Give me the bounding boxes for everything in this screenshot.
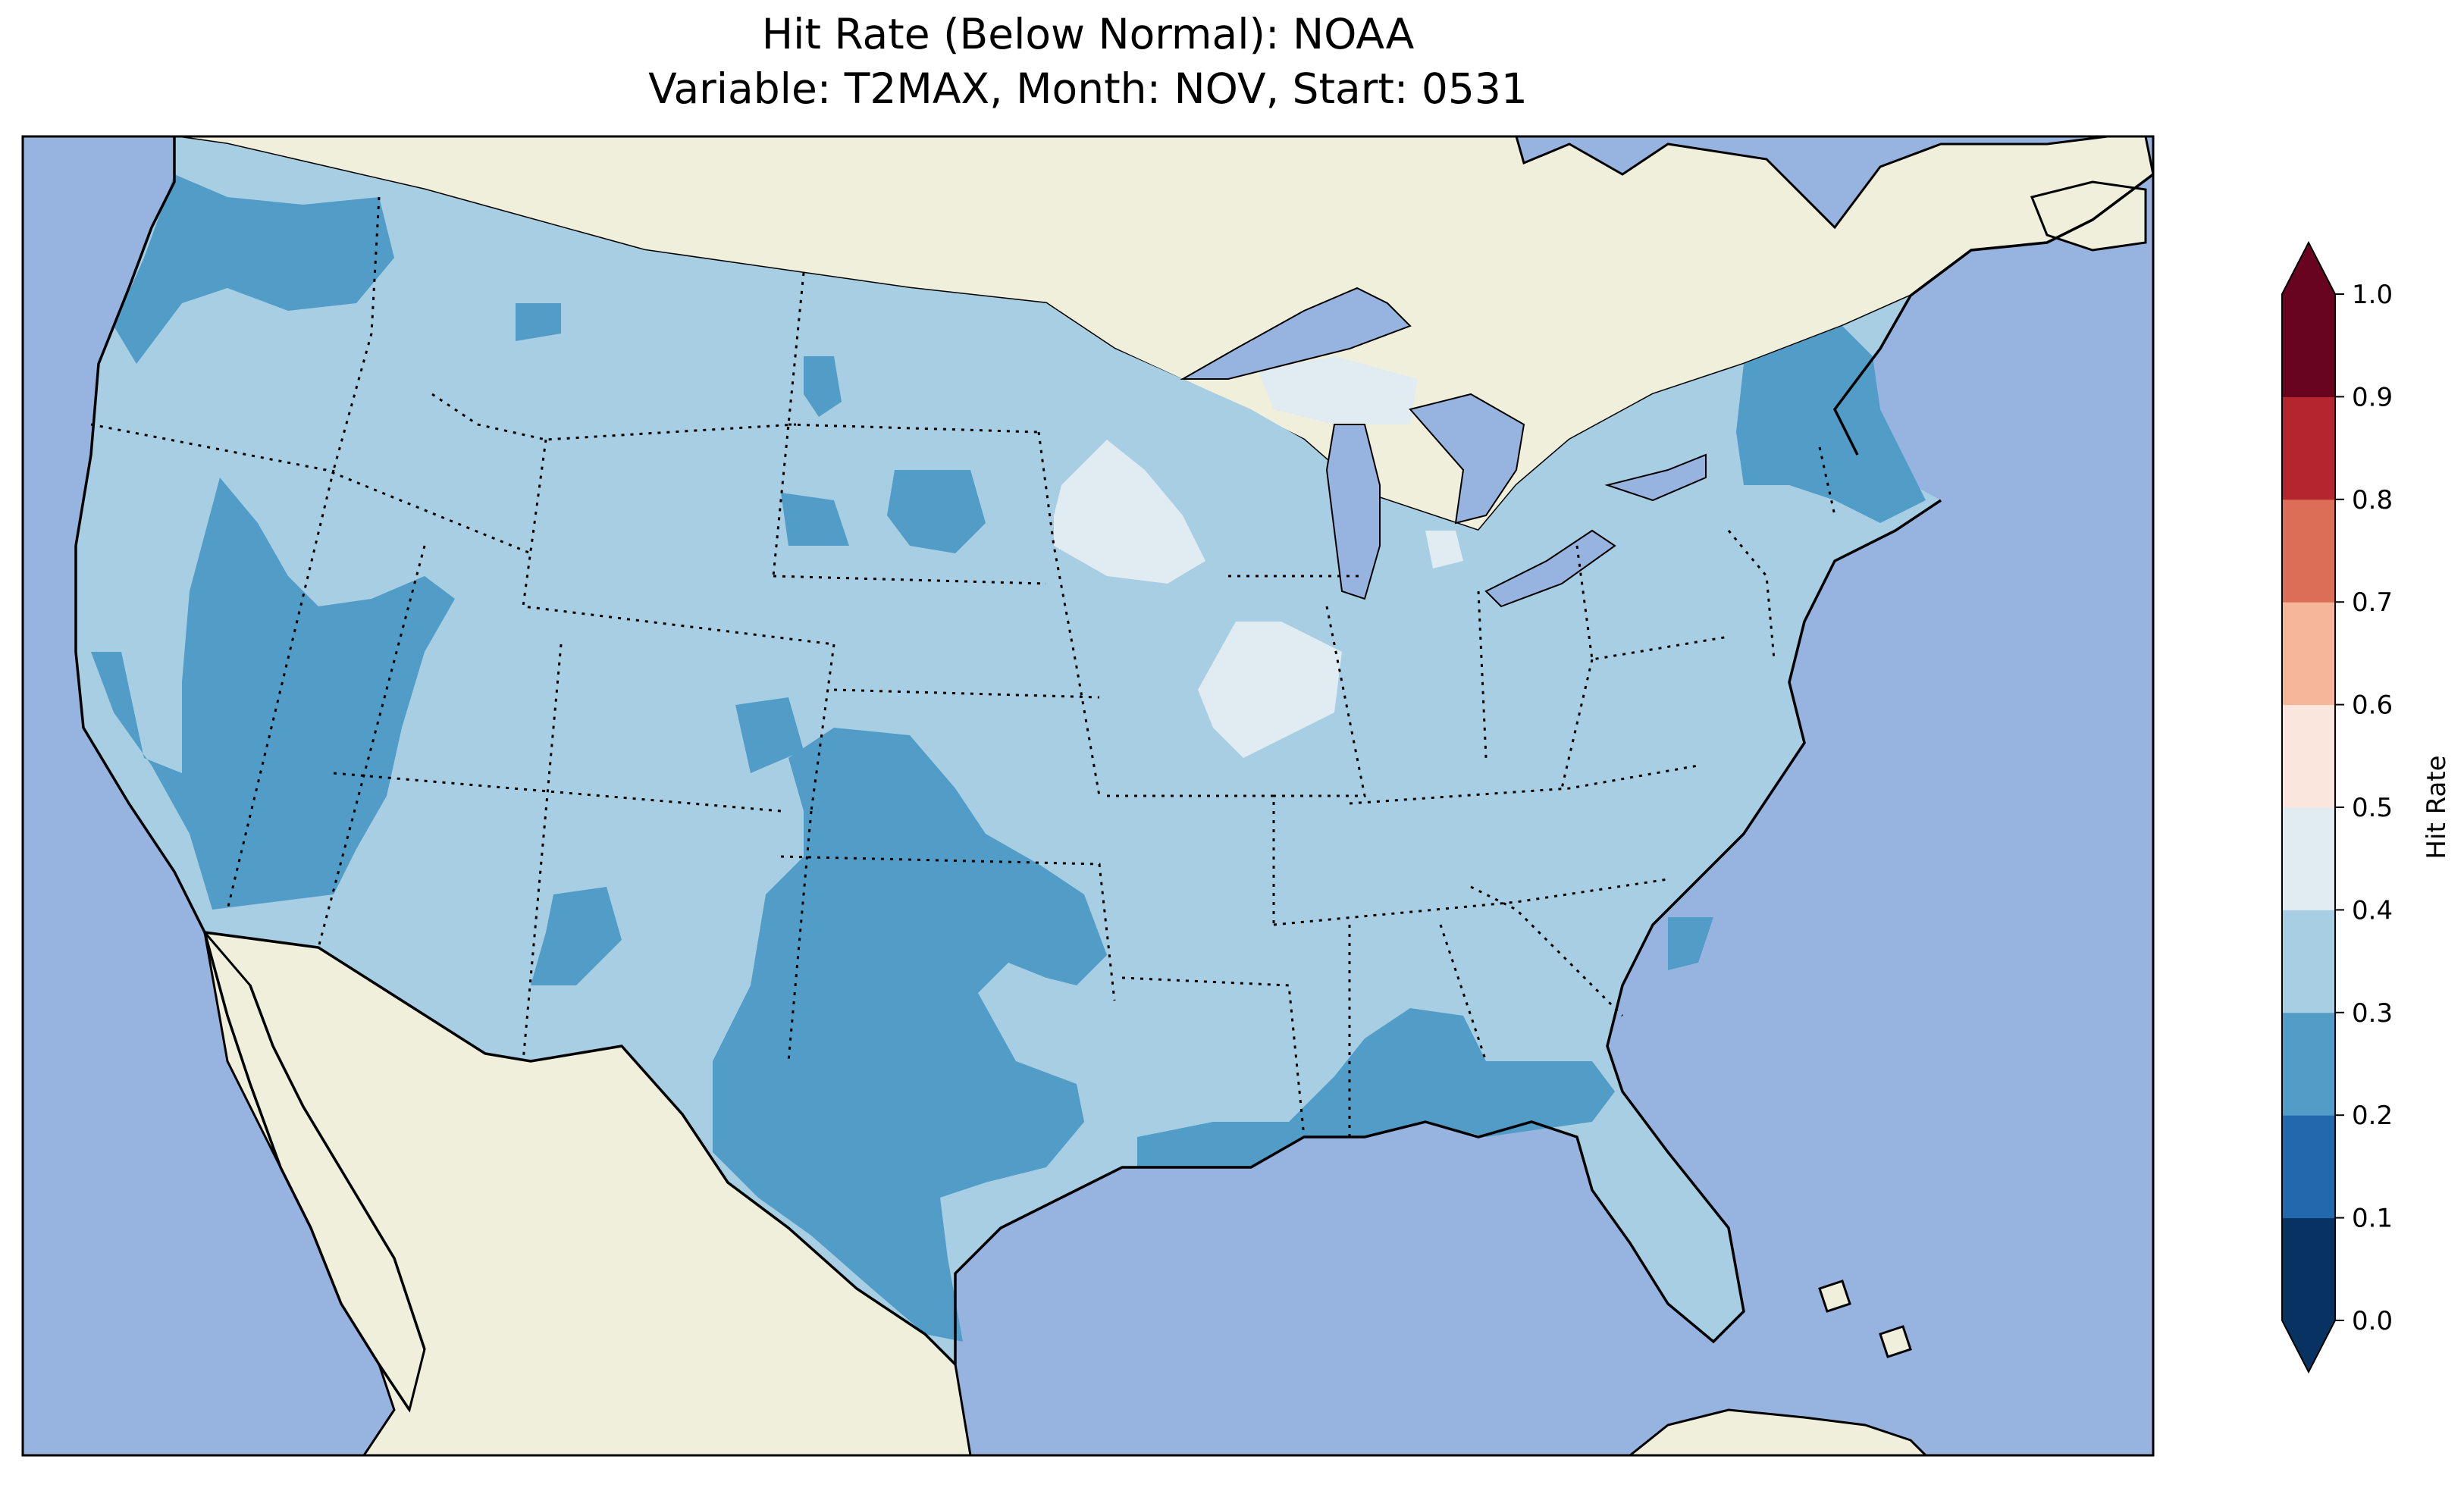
region-minnesota <box>1054 440 1205 584</box>
colorbar-extend-max <box>2282 243 2335 294</box>
colorbar-tick-label: 0.8 <box>2352 485 2393 515</box>
region-illinois <box>1198 622 1342 758</box>
map-frame <box>21 135 2155 1457</box>
region-northern-wisconsin <box>1259 356 1418 424</box>
colorbar-segment <box>2282 1012 2335 1116</box>
lake-michigan <box>1325 424 1381 600</box>
colorbar-segment <box>2282 910 2335 1013</box>
colorbar-segment <box>2282 499 2335 603</box>
region-montana-patch <box>516 303 561 341</box>
region-north-dakota-patch <box>804 356 842 417</box>
map-subtitle: Variable: T2MAX, Month: NOV, Start: 0531 <box>648 64 1528 113</box>
lake-huron <box>1409 393 1525 525</box>
region-michigan-patch <box>1425 531 1463 568</box>
colorbar-segment <box>2282 294 2335 397</box>
colorbar-extend-min <box>2282 1320 2335 1372</box>
colorbar-segment <box>2282 704 2335 808</box>
colorbar-segment <box>2282 807 2335 910</box>
colorbar-segment <box>2282 1217 2335 1321</box>
colorbar-tick-label: 0.6 <box>2352 691 2393 721</box>
colorbar-tick-label: 0.5 <box>2352 793 2393 823</box>
lake-ontario <box>1604 453 1707 502</box>
colorbar-tick-label: 0.7 <box>2352 587 2393 618</box>
bahamas-land <box>1818 1279 1912 1358</box>
map-title: Hit Rate (Below Normal): NOAA <box>761 10 1415 58</box>
colorbar-tick-label: 0.0 <box>2352 1306 2393 1336</box>
region-nevada-california <box>91 478 455 910</box>
colorbar-label: Hit Rate <box>2422 755 2452 859</box>
nova-scotia-land <box>2030 180 2147 252</box>
colorbar-segment <box>2282 396 2335 500</box>
colorbar-tick-label: 0.4 <box>2352 895 2393 926</box>
colorbar-tick-label: 0.3 <box>2352 998 2393 1029</box>
region-gulf-coast <box>1137 1008 1615 1167</box>
coastlines <box>74 136 2155 1411</box>
lake-superior <box>1180 287 1412 380</box>
region-texas-oklahoma <box>713 728 1107 1342</box>
colorbar: 0.0 0.1 0.2 0.3 0.4 0.5 0.6 0.7 0.8 0.9 1.0 Hit Rat… <box>2281 240 2452 1374</box>
colorbar-tick-label: 0.9 <box>2352 382 2393 412</box>
colorbar-tick-label: 1.0 <box>2352 280 2393 310</box>
cuba-land <box>1626 1408 1929 1457</box>
colorbar-segment <box>2282 602 2335 706</box>
map-panel <box>21 135 2155 1457</box>
colorbar-segment <box>2282 1115 2335 1219</box>
region-arizona-patch <box>531 887 622 985</box>
region-colorado-patch <box>735 697 804 773</box>
state-borders <box>90 196 1836 1138</box>
region-pacific-northwest <box>114 174 394 364</box>
region-south-carolina <box>1668 917 1713 970</box>
colorbar-tick-label: 0.2 <box>2352 1101 2393 1131</box>
region-western-south-dakota <box>887 470 986 553</box>
lake-erie <box>1484 529 1616 608</box>
colorbar-tick-label: 0.1 <box>2352 1204 2393 1234</box>
region-northern-new-england <box>1736 326 1926 523</box>
region-nebraska-patch <box>781 493 849 546</box>
